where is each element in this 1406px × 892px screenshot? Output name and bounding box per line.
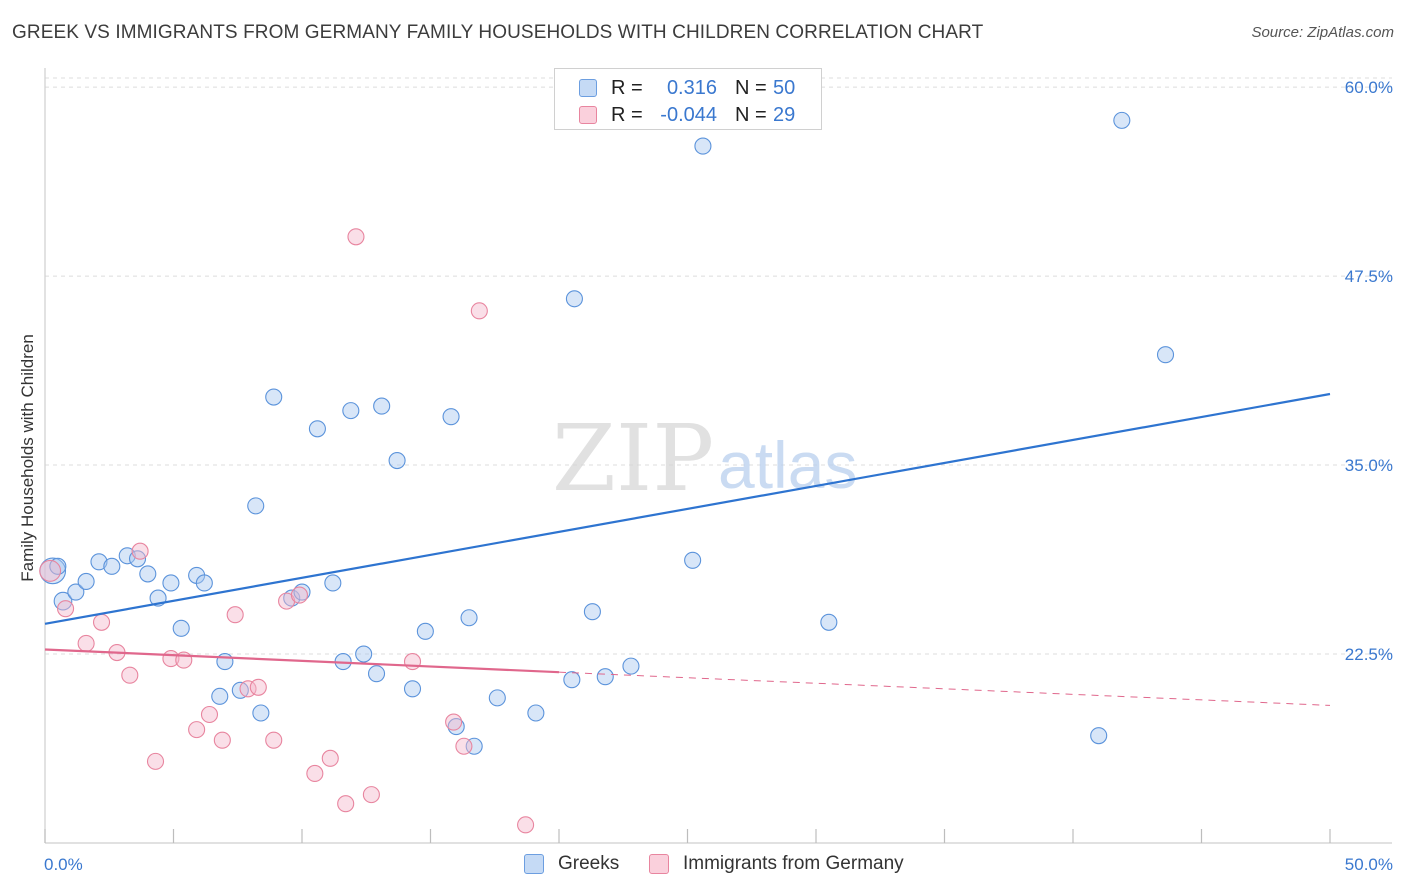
greeks-point (527, 704, 545, 722)
immigrants-germany-point (57, 600, 75, 618)
immigrants-germany-point (290, 586, 308, 604)
immigrants-germany-point (39, 559, 62, 582)
greeks-point (172, 619, 190, 637)
greeks-point (622, 657, 640, 675)
immigrants-germany-point (321, 749, 339, 767)
greeks-point (563, 671, 581, 689)
correlation-legend: R = 0.316 N = 50 R = -0.044 N = 29 (554, 68, 822, 130)
x-tick-label: 0.0% (44, 855, 83, 874)
greeks-point (694, 137, 712, 155)
greeks-point (388, 451, 406, 470)
immigrants-germany-point (306, 764, 324, 783)
series-legend: Greeks Immigrants from Germany (0, 852, 1406, 878)
y-axis-label: Family Households with Children (18, 334, 37, 582)
legend-n-value: 50 (773, 77, 796, 99)
legend-r-value: -0.044 (660, 104, 717, 126)
greeks-point (684, 551, 702, 569)
immigrants-germany-point (226, 606, 244, 624)
legend-n-value: 29 (773, 104, 796, 126)
immigrants-germany-point (213, 731, 231, 749)
watermark-zip: ZIP (552, 405, 714, 512)
legend-r-label: R = (611, 77, 643, 99)
greeks-point (488, 689, 506, 707)
greeks-point (77, 572, 95, 591)
greeks-point (367, 665, 386, 683)
greeks-point (1090, 727, 1108, 745)
greeks-point (103, 557, 121, 575)
legend-swatch-greeks (579, 79, 597, 97)
greeks-point (465, 737, 483, 755)
immigrants-germany-point (121, 666, 139, 684)
immigrants-germany-point (445, 713, 463, 731)
legend-n-label: N = (735, 104, 767, 126)
greeks-point (216, 653, 234, 671)
legend-label-immigrants-germany: Immigrants from Germany (683, 853, 904, 874)
greeks-point (247, 497, 265, 515)
greeks-point (1113, 111, 1131, 129)
greeks-point (195, 574, 213, 592)
greeks-point (355, 645, 373, 663)
greeks-point (460, 609, 478, 627)
greeks-point (342, 402, 360, 420)
greeks-point (596, 668, 614, 686)
immigrants-germany-point (188, 721, 206, 739)
immigrants-germany-point (347, 228, 365, 246)
immigrants-germany-point (337, 795, 355, 813)
immigrants-germany-point (362, 786, 380, 804)
immigrants-germany-trend-line (44, 648, 560, 674)
immigrants-germany-point (470, 302, 488, 320)
greeks-point (252, 704, 270, 722)
immigrants-germany-point (249, 678, 267, 696)
greeks-point (67, 583, 85, 601)
greeks-point (324, 574, 342, 592)
greeks-point (139, 565, 157, 583)
immigrants-germany-point (455, 737, 473, 755)
legend-n-label: N = (735, 77, 767, 99)
y-tick-label: 22.5% (1345, 645, 1393, 664)
immigrants-germany-point (131, 542, 149, 560)
immigrants-germany-trend-line-extension (558, 671, 1331, 706)
immigrants-germany-point (403, 653, 422, 671)
source-label: Source: ZipAtlas.com (1251, 24, 1394, 41)
greeks-point (565, 290, 583, 308)
legend-r-label: R = (611, 104, 643, 126)
legend-label-greeks: Greeks (558, 853, 620, 874)
greeks-point (308, 420, 326, 438)
greeks-point (162, 574, 180, 592)
greeks-point (583, 603, 601, 621)
greeks-point (403, 680, 422, 698)
immigrants-germany-point (92, 613, 111, 631)
immigrants-germany-point (77, 634, 95, 652)
greeks-point (90, 553, 108, 571)
y-tick-label: 47.5% (1345, 267, 1393, 286)
legend-swatch-immigrants-germany (579, 106, 597, 124)
immigrants-germany-point (146, 752, 165, 770)
greeks-point (49, 557, 67, 575)
greeks-point (447, 718, 465, 736)
greeks-point (211, 687, 229, 705)
greeks-point (373, 397, 391, 415)
immigrants-germany-point (517, 816, 535, 834)
greeks-point (1156, 346, 1175, 364)
legend-swatch-greeks (524, 854, 544, 874)
legend-swatch-immigrants-germany (649, 854, 669, 874)
greeks-point (293, 583, 311, 601)
y-tick-label: 35.0% (1345, 456, 1393, 475)
y-tick-label: 60.0% (1345, 78, 1393, 97)
greeks-point (118, 547, 136, 565)
legend-r-value: 0.316 (666, 77, 717, 99)
x-tick-label: 50.0% (1345, 855, 1393, 874)
legend-row-immigrants-germany: R = -0.044 N = 29 (555, 102, 821, 128)
legend-row-greeks: R = 0.316 N = 50 (555, 75, 821, 101)
immigrants-germany-point (265, 731, 283, 749)
greeks-point (416, 622, 434, 640)
chart-title: GREEK VS IMMIGRANTS FROM GERMANY FAMILY … (12, 22, 984, 43)
greeks-point (442, 408, 460, 426)
immigrants-germany-point (200, 705, 219, 724)
watermark-atlas: atlas (718, 428, 857, 502)
greeks-point (820, 613, 838, 631)
greeks-point (265, 388, 283, 406)
greeks-trend-line (44, 392, 1331, 625)
